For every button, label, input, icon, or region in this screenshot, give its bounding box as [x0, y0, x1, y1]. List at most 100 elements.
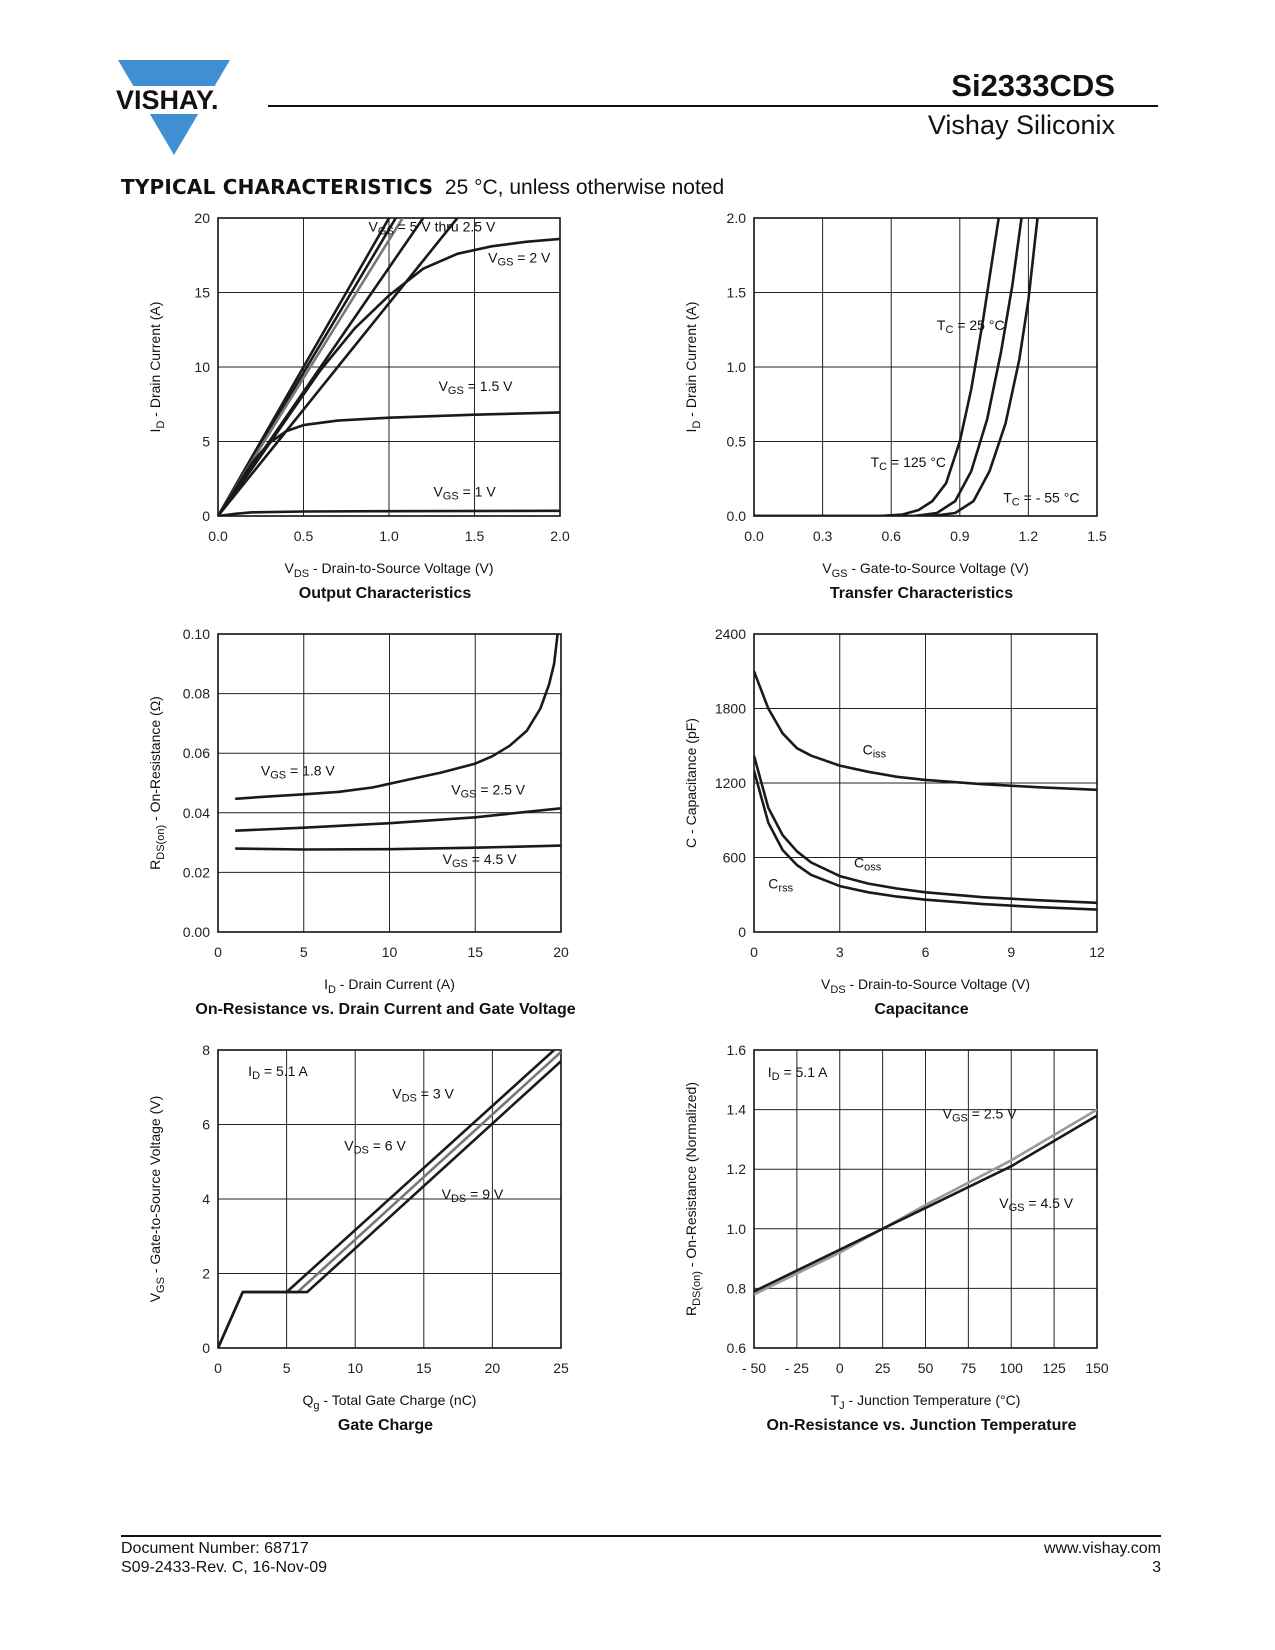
x-tick-label: - 25 — [785, 1360, 809, 1376]
doc-number: Document Number: 68717 — [121, 1540, 309, 1557]
annotation-label: ID = 5.1 A — [248, 1063, 308, 1082]
x-tick-label: 15 — [467, 944, 483, 960]
y-axis-label: C - Capacitance (pF) — [683, 718, 699, 848]
x-tick-label: 10 — [347, 1360, 363, 1376]
y-tick-label: 0 — [738, 924, 746, 940]
vishay-logo: VISHAY. — [115, 60, 235, 155]
y-tick-label: 8 — [202, 1042, 210, 1058]
plot-frame — [753, 1049, 1098, 1349]
annotation-label: Crss — [768, 876, 793, 895]
x-axis-label: VDS - Drain-to-Source Voltage (V) — [284, 560, 493, 580]
y-tick-label: 0.10 — [183, 626, 210, 642]
chart-title: Capacitance — [874, 1001, 968, 1018]
section-title: TYPICAL CHARACTERISTICS — [121, 175, 434, 199]
x-tick-label: - 50 — [742, 1360, 766, 1376]
x-tick-label: 50 — [918, 1360, 934, 1376]
x-tick-label: 100 — [1000, 1360, 1024, 1376]
y-tick-label: 1.5 — [727, 285, 747, 301]
series-line — [218, 218, 459, 516]
annotation-label: VGS = 1 V — [433, 484, 496, 503]
y-tick-label: 0.04 — [183, 805, 210, 821]
x-tick-label: 1.5 — [465, 528, 485, 544]
annotation-label: VGS = 2.5 V — [943, 1106, 1018, 1125]
y-tick-label: 0.08 — [183, 686, 210, 702]
y-axis-label: RDS(on) - On-Resistance (Normalized) — [683, 1082, 703, 1316]
annotation-label: VDS = 9 V — [442, 1186, 504, 1205]
company-name: Vishay Siliconix — [927, 110, 1115, 140]
y-axis-label: RDS(on) - On-Resistance (Ω) — [147, 696, 167, 870]
series-line — [218, 411, 560, 516]
chart-capacitance: 0 3 6 9 12 0 600 1200 1800 2400 Ciss Coss Crss VDS - … — [683, 626, 1105, 1018]
y-tick-label: 0 — [202, 1340, 210, 1356]
x-tick-label: 75 — [961, 1360, 977, 1376]
x-tick-label: 0 — [214, 944, 222, 960]
series-line — [754, 218, 1039, 516]
annotation-label: VGS = 4.5 V — [999, 1195, 1074, 1214]
plot-frame — [217, 1049, 562, 1349]
series-line — [235, 807, 561, 832]
chart-title: Transfer Characteristics — [830, 585, 1013, 602]
chart-title: Output Characteristics — [299, 585, 472, 602]
plot-frame — [217, 633, 562, 933]
annotation-label: TC = 125 °C — [871, 454, 946, 473]
x-tick-label: 125 — [1042, 1360, 1066, 1376]
y-tick-label: 1800 — [715, 701, 746, 717]
x-tick-label: 0.5 — [294, 528, 314, 544]
x-tick-label: 3 — [836, 944, 844, 960]
chart-gate_charge: 0 5 10 15 20 25 0 2 4 6 8 ID = 5.1 A VDS = 3 V VDS = … — [147, 1042, 569, 1434]
x-tick-label: 1.0 — [379, 528, 399, 544]
y-tick-label: 1.0 — [727, 1221, 747, 1237]
x-axis-label: Qg - Total Gate Charge (nC) — [303, 1392, 477, 1412]
annotation-label: VGS = 1.5 V — [439, 378, 514, 397]
x-tick-label: 0.3 — [813, 528, 833, 544]
section-condition: 25 °C, unless otherwise noted — [444, 176, 725, 199]
y-axis-label: VGS - Gate-to-Source Voltage (V) — [147, 1096, 167, 1303]
y-axis-label: ID - Drain Current (A) — [147, 302, 167, 433]
annotation-label: TC = 25 °C — [937, 317, 1005, 336]
x-tick-label: 20 — [553, 944, 569, 960]
y-tick-label: 1200 — [715, 775, 746, 791]
x-tick-label: 2.0 — [550, 528, 570, 544]
series-line — [754, 1114, 1097, 1293]
annotation-label: VGS = 2 V — [488, 250, 551, 269]
series-line — [754, 755, 1097, 905]
y-tick-label: 0.0 — [727, 508, 747, 524]
x-tick-label: 1.5 — [1087, 528, 1107, 544]
y-tick-label: 4 — [202, 1191, 210, 1207]
y-tick-label: 1.0 — [727, 359, 747, 375]
y-tick-label: 1.6 — [727, 1042, 747, 1058]
y-axis-label: ID - Drain Current (A) — [683, 302, 703, 433]
annotation-label: TC = - 55 °C — [1003, 490, 1079, 509]
annotation-label: VDS = 3 V — [392, 1085, 454, 1104]
x-tick-label: 0.0 — [208, 528, 228, 544]
x-axis-label: TJ - Junction Temperature (°C) — [831, 1392, 1021, 1412]
website-link[interactable]: www.vishay.com — [1043, 1540, 1161, 1557]
annotation-label: VDS = 6 V — [344, 1138, 406, 1157]
y-tick-label: 20 — [194, 210, 210, 226]
x-tick-label: 0.9 — [950, 528, 970, 544]
series-line — [235, 844, 561, 851]
page-number: 3 — [1152, 1559, 1161, 1576]
x-tick-label: 150 — [1085, 1360, 1109, 1376]
x-tick-label: 0 — [750, 944, 758, 960]
x-tick-label: 25 — [553, 1360, 569, 1376]
annotation-label: VGS = 1.8 V — [261, 763, 336, 782]
y-tick-label: 5 — [202, 434, 210, 450]
y-tick-label: 1.2 — [727, 1161, 747, 1177]
part-number: Si2333CDS — [951, 68, 1115, 103]
chart-title: On-Resistance vs. Junction Temperature — [766, 1417, 1076, 1434]
x-tick-label: 6 — [922, 944, 930, 960]
y-tick-label: 0.06 — [183, 745, 210, 761]
y-tick-label: 1.4 — [727, 1102, 747, 1118]
y-tick-label: 0.5 — [727, 434, 747, 450]
series-line — [218, 237, 560, 516]
y-tick-label: 0.02 — [183, 864, 210, 880]
x-tick-label: 20 — [485, 1360, 501, 1376]
plot-frame — [753, 633, 1098, 933]
annotation-label: ID = 5.1 A — [768, 1064, 828, 1083]
x-tick-label: 0 — [836, 1360, 844, 1376]
chart-title: Gate Charge — [338, 1417, 433, 1434]
x-tick-label: 9 — [1007, 944, 1015, 960]
